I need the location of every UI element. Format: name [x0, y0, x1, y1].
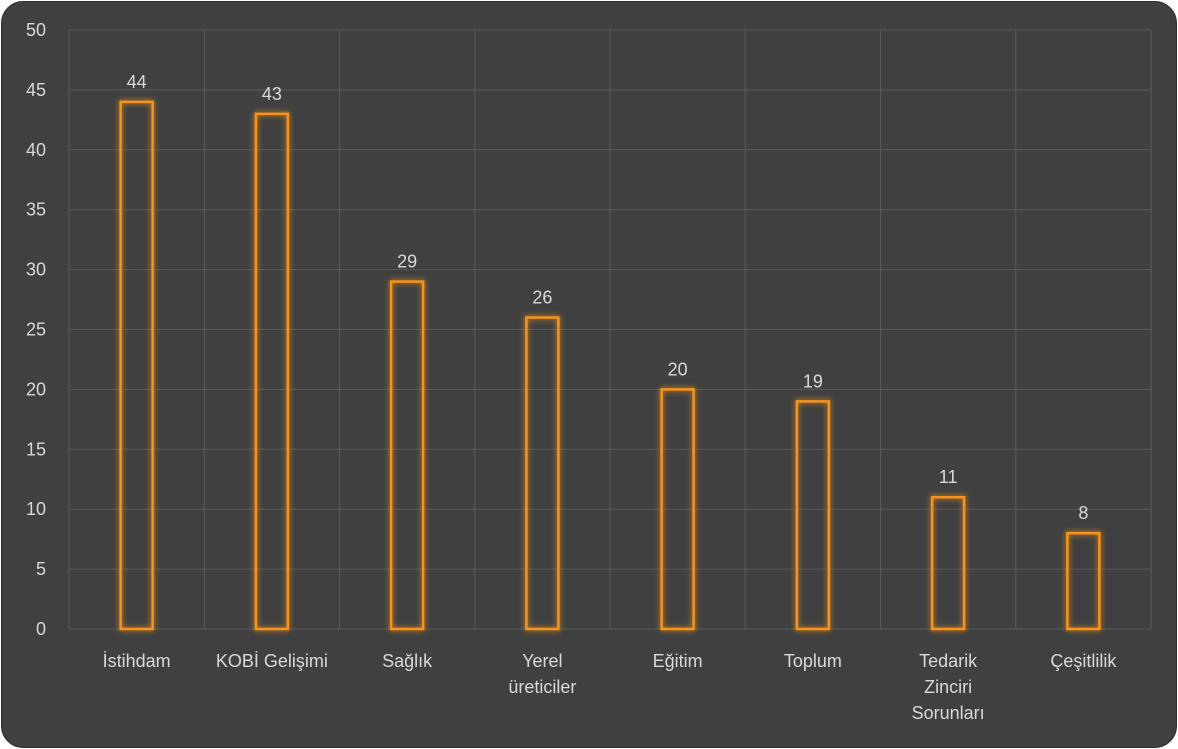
y-tick-label: 50	[26, 20, 46, 40]
bars	[119, 100, 1101, 631]
data-label: 20	[668, 359, 688, 379]
data-label: 29	[397, 252, 417, 272]
bar	[254, 112, 290, 631]
category-label: Yerel	[522, 651, 562, 671]
data-label: 44	[127, 72, 147, 92]
category-labels: İstihdam KOBİ Gelişimi Sağlık Yerel üreticil…	[103, 651, 1118, 723]
y-tick-label: 40	[26, 140, 46, 160]
bar	[389, 280, 425, 631]
bar	[660, 388, 695, 631]
bar	[1066, 531, 1101, 631]
y-tick-label: 0	[36, 619, 46, 639]
category-label: Eğitim	[653, 651, 703, 671]
data-label: 8	[1078, 503, 1088, 523]
bar	[119, 100, 154, 631]
y-tick-label: 15	[26, 439, 46, 459]
category-label: Sorunları	[912, 703, 985, 723]
y-tick-label: 25	[26, 320, 46, 340]
data-labels: 44 43 29 26 20 19 11 8	[127, 72, 1089, 523]
data-label: 11	[939, 467, 958, 487]
bar	[930, 495, 966, 631]
data-label: 43	[262, 84, 282, 104]
y-tick-label: 10	[26, 499, 46, 519]
bar	[795, 400, 831, 631]
category-label: Sağlık	[382, 651, 433, 671]
data-label: 19	[803, 371, 823, 391]
y-axis-ticks: 0 5 10 15 20 25 30 35 40 45 50	[26, 20, 46, 639]
category-label: Çeşitlilik	[1050, 651, 1117, 671]
y-tick-label: 5	[36, 559, 46, 579]
category-label: İstihdam	[103, 651, 171, 671]
y-tick-label: 35	[26, 200, 46, 220]
category-label: Zinciri	[924, 677, 972, 697]
bar	[525, 316, 560, 631]
category-label: üreticiler	[508, 677, 576, 697]
grid-lines	[68, 29, 1152, 630]
category-label: Toplum	[784, 651, 842, 671]
y-tick-label: 20	[26, 379, 46, 399]
y-tick-label: 45	[26, 80, 46, 100]
data-label: 26	[532, 288, 552, 308]
category-label: KOBİ Gelişimi	[216, 651, 328, 671]
y-tick-label: 30	[26, 260, 46, 280]
category-label: Tedarik	[919, 651, 978, 671]
